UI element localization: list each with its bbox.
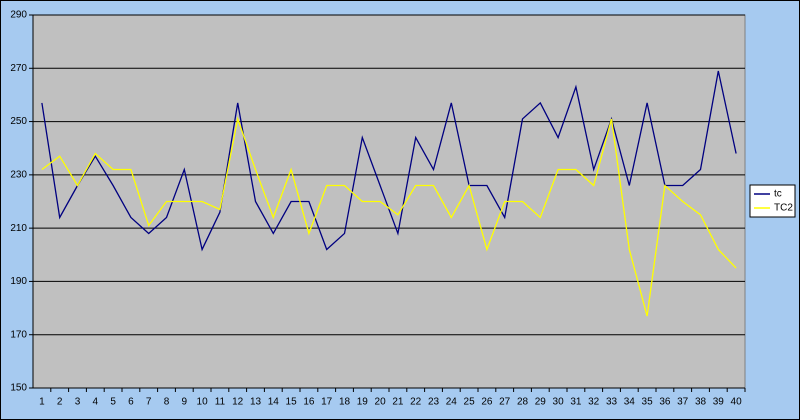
x-tick-label: 24 (446, 397, 458, 408)
x-tick-label: 6 (128, 397, 134, 408)
y-tick-label: 210 (10, 223, 27, 234)
x-tick-label: 38 (695, 397, 707, 408)
y-tick-label: 190 (10, 276, 27, 287)
x-tick-label: 14 (268, 397, 280, 408)
x-tick-label: 32 (588, 397, 600, 408)
x-tick-label: 8 (164, 397, 170, 408)
x-tick-label: 18 (339, 397, 351, 408)
x-tick-label: 26 (481, 397, 493, 408)
y-tick-label: 270 (10, 63, 27, 74)
x-tick-label: 28 (517, 397, 529, 408)
legend-label: tc (774, 189, 782, 200)
x-tick-label: 33 (606, 397, 618, 408)
y-tick-label: 250 (10, 116, 27, 127)
x-tick-label: 3 (75, 397, 81, 408)
x-tick-label: 29 (535, 397, 547, 408)
x-tick-label: 20 (375, 397, 387, 408)
x-tick-label: 17 (321, 397, 333, 408)
x-tick-label: 39 (713, 397, 725, 408)
y-tick-label: 170 (10, 329, 27, 340)
x-tick-label: 37 (677, 397, 689, 408)
x-tick-label: 5 (110, 397, 116, 408)
y-tick-label: 150 (10, 383, 27, 394)
x-tick-label: 12 (232, 397, 244, 408)
x-tick-label: 10 (197, 397, 209, 408)
x-tick-label: 40 (731, 397, 743, 408)
x-tick-label: 25 (464, 397, 476, 408)
x-tick-label: 27 (499, 397, 511, 408)
x-tick-label: 13 (250, 397, 262, 408)
x-tick-label: 1 (39, 397, 45, 408)
x-tick-label: 36 (659, 397, 671, 408)
x-tick-label: 15 (286, 397, 298, 408)
x-tick-label: 7 (146, 397, 152, 408)
x-tick-label: 23 (428, 397, 440, 408)
x-tick-label: 16 (303, 397, 315, 408)
x-tick-label: 19 (357, 397, 369, 408)
x-tick-label: 34 (624, 397, 636, 408)
x-tick-label: 21 (392, 397, 404, 408)
series-line (41, 70, 737, 252)
x-tick-label: 9 (182, 397, 188, 408)
y-tick-label: 230 (10, 169, 27, 180)
x-tick-label: 11 (215, 397, 226, 408)
series-line (41, 116, 737, 317)
x-tick-label: 35 (642, 397, 654, 408)
x-tick-label: 30 (553, 397, 565, 408)
x-tick-label: 31 (570, 397, 582, 408)
x-tick-label: 4 (93, 397, 99, 408)
plot-area (32, 14, 746, 389)
legend-label: TC2 (774, 203, 793, 214)
y-tick-label: 290 (10, 10, 27, 21)
x-tick-label: 2 (57, 397, 63, 408)
legend (749, 184, 796, 218)
legend-box (749, 184, 796, 218)
x-tick-label: 22 (410, 397, 422, 408)
